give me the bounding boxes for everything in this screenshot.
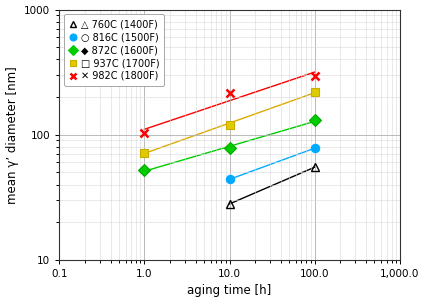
Legend: △ 760C (1400F), ○ 816C (1500F), ◆ 872C (1600F), □ 937C (1700F), ✕ 982C (1800F): △ 760C (1400F), ○ 816C (1500F), ◆ 872C (… xyxy=(64,15,164,86)
Y-axis label: mean γ’ diameter [nm]: mean γ’ diameter [nm] xyxy=(6,66,19,204)
X-axis label: aging time [h]: aging time [h] xyxy=(187,285,272,298)
